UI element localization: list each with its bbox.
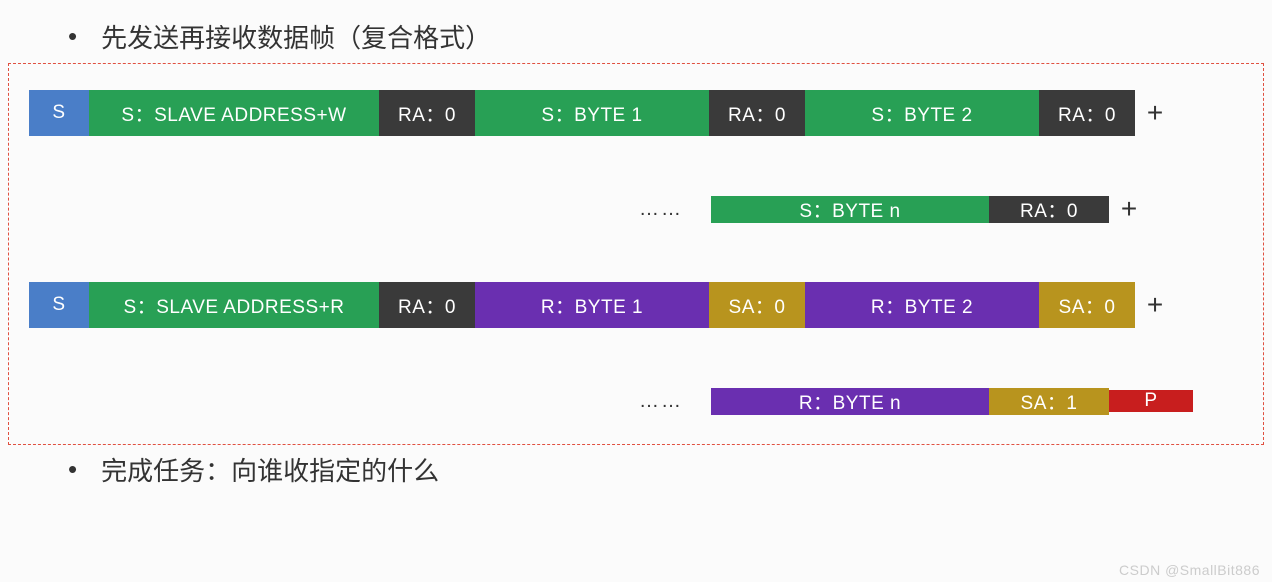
- bullet-dot: •: [68, 21, 77, 52]
- frame-segment: R：BYTE 1: [475, 282, 709, 328]
- plus-symbol: +: [1109, 193, 1149, 225]
- frame-segment: RA：0: [379, 90, 475, 136]
- frame-segment: S：BYTE n: [711, 196, 989, 223]
- title-bottom-row: • 完成任务：向谁收指定的什么: [0, 445, 1272, 488]
- bullet-dot: •: [68, 454, 77, 485]
- frame-segment: SA：0: [709, 282, 805, 328]
- frame-segment: RA：0: [989, 196, 1109, 223]
- frame-segment: S：BYTE 2: [805, 90, 1039, 136]
- ellipsis: ……: [611, 198, 711, 221]
- title-top: 先发送再接收数据帧（复合格式）: [101, 18, 491, 55]
- title-top-row: • 先发送再接收数据帧（复合格式）: [0, 0, 1272, 63]
- plus-symbol: +: [1135, 90, 1175, 136]
- frame-row-4: ……R：BYTE nSA：1P: [29, 378, 1263, 424]
- frame-segment: S：SLAVE ADDRESS+R: [89, 282, 379, 328]
- frame-segment: SA：0: [1039, 282, 1135, 328]
- frame-segment: S: [29, 90, 89, 136]
- frame-segment: SA：1: [989, 388, 1109, 415]
- frame-row-2: ……S：BYTE nRA：0+: [29, 186, 1263, 232]
- frame-row-1: SS：SLAVE ADDRESS+WRA：0S：BYTE 1RA：0S：BYTE…: [29, 90, 1263, 136]
- frame-row-3: SS：SLAVE ADDRESS+RRA：0R：BYTE 1SA：0R：BYTE…: [29, 282, 1263, 328]
- frame-segment: P: [1109, 390, 1193, 412]
- frame-segment: RA：0: [709, 90, 805, 136]
- frame-segment: RA：0: [379, 282, 475, 328]
- frame-segment: S：SLAVE ADDRESS+W: [89, 90, 379, 136]
- frame-segment: R：BYTE 2: [805, 282, 1039, 328]
- plus-symbol: +: [1135, 282, 1175, 328]
- frame-segment: RA：0: [1039, 90, 1135, 136]
- title-bottom: 完成任务：向谁收指定的什么: [101, 451, 439, 488]
- frame-diagram-box: SS：SLAVE ADDRESS+WRA：0S：BYTE 1RA：0S：BYTE…: [8, 63, 1264, 445]
- watermark: CSDN @SmallBit886: [1119, 562, 1260, 578]
- ellipsis: ……: [611, 390, 711, 413]
- frame-segment: S：BYTE 1: [475, 90, 709, 136]
- frame-segment: S: [29, 282, 89, 328]
- frame-segment: R：BYTE n: [711, 388, 989, 415]
